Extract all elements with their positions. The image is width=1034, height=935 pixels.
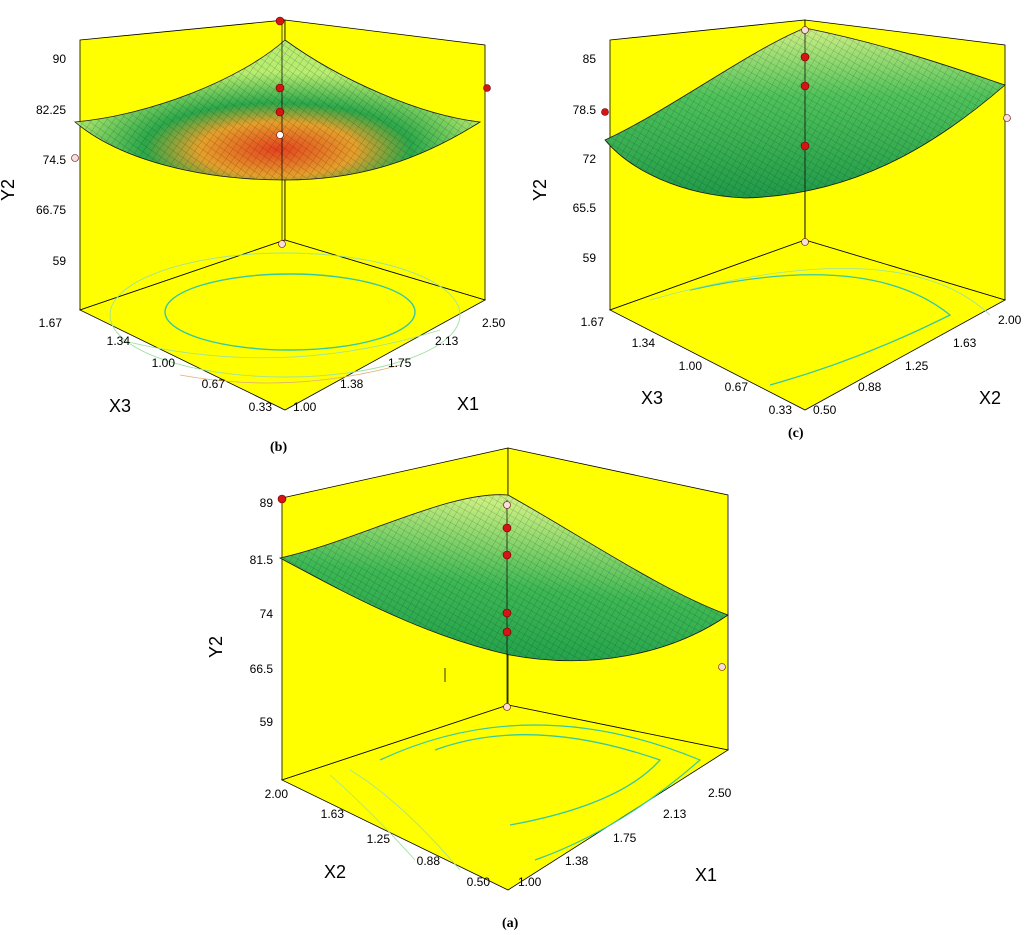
design-point (601, 108, 609, 116)
y-tick-label: 1.34 (107, 334, 131, 348)
design-point (503, 501, 511, 509)
design-point (276, 131, 284, 139)
design-point-below (1003, 114, 1011, 122)
y-axis-label: X3 (641, 388, 663, 408)
surface-plot-a-svg: 89 81.5 74 66.5 59 Y2 2.00 1.63 1.25 0.8… (206, 447, 732, 891)
y-tick-label: 1.25 (367, 832, 391, 846)
contour-line (434, 734, 662, 826)
x-tick-label: 2.00 (998, 313, 1022, 327)
z-tick-label: 59 (53, 254, 67, 268)
surface-plot-b: 90 82.25 74.5 66.75 59 Y2 1.67 1.34 1.00… (0, 0, 520, 470)
design-point (801, 26, 809, 34)
z-tick-label: 72 (583, 152, 597, 166)
y-tick-label: 1.63 (321, 807, 345, 821)
design-point (275, 16, 285, 26)
surface-plot-c: 85 78.5 72 65.5 59 Y2 1.67 1.34 1.00 0.6… (530, 0, 1034, 470)
surface-plot-a: 89 81.5 74 66.5 59 Y2 2.00 1.63 1.25 0.8… (200, 440, 760, 935)
y-tick-label: 2.00 (265, 787, 289, 801)
z-tick-label: 59 (260, 715, 274, 729)
design-point-below (801, 238, 809, 246)
z-tick-label: 59 (583, 251, 597, 265)
surface-plot-c-svg: 85 78.5 72 65.5 59 Y2 1.67 1.34 1.00 0.6… (530, 19, 1022, 417)
y-axis-label: X2 (324, 862, 346, 882)
x-axis-label: X1 (695, 865, 717, 885)
design-point (277, 494, 287, 504)
contour-line (119, 329, 441, 359)
z-tick-label: 82.25 (36, 103, 66, 117)
y-tick-label: 1.34 (632, 336, 656, 350)
x-tick-label: 0.50 (813, 403, 837, 417)
contour-line (164, 273, 416, 351)
contour-line (179, 364, 401, 384)
x-tick-label: 2.13 (435, 334, 459, 348)
y-axis-label: X3 (109, 396, 131, 416)
z-tick-label: 89 (260, 496, 274, 510)
y-tick-label: 0.50 (467, 875, 491, 889)
y-tick-label: 1.00 (679, 359, 703, 373)
x-tick-label: 2.13 (663, 807, 687, 821)
y-tick-label: 1.00 (152, 356, 176, 370)
caption-b: (b) (270, 440, 288, 455)
x-axis-label: X2 (979, 388, 1001, 408)
y-tick-label: 0.67 (202, 377, 226, 391)
y-tick-label: 0.33 (249, 400, 273, 414)
contour-line (329, 774, 416, 861)
contour-line (689, 274, 952, 386)
design-point (502, 608, 512, 618)
z-tick-label: 66.75 (36, 203, 66, 217)
x-tick-label: 2.50 (482, 316, 506, 330)
y-tick-label: 0.33 (769, 403, 793, 417)
x-tick-label: 1.38 (565, 854, 589, 868)
x-tick-label: 2.50 (708, 786, 732, 800)
floor (280, 704, 730, 891)
z-tick-label: 90 (53, 52, 67, 66)
surface-plot-b-svg: 90 82.25 74.5 66.75 59 Y2 1.67 1.34 1.00… (0, 16, 506, 416)
design-point-below (503, 703, 511, 711)
x-tick-label: 1.63 (953, 336, 977, 350)
design-point (275, 107, 285, 117)
x-axis-label: X1 (457, 394, 479, 414)
z-tick-label: 74 (260, 607, 274, 621)
contour-line (379, 724, 702, 861)
design-point (502, 523, 512, 533)
x-tick-label: 1.25 (905, 359, 929, 373)
contour-line (649, 267, 991, 316)
y-tick-label: 0.67 (725, 380, 749, 394)
design-point-below (71, 154, 79, 162)
floor (608, 239, 1007, 411)
z-tick-label: 66.5 (250, 662, 274, 676)
z-tick-label: 81.5 (250, 553, 274, 567)
z-axis-label: Y2 (206, 636, 226, 658)
design-point (800, 52, 810, 62)
contour-line (109, 252, 461, 378)
design-point-below (718, 663, 726, 671)
x-tick-label: 1.00 (293, 400, 317, 414)
design-point (800, 81, 810, 91)
design-point (502, 550, 512, 560)
contour-line (349, 769, 461, 871)
z-axis-label: Y2 (0, 179, 18, 201)
y-tick-label: 1.67 (581, 315, 605, 329)
design-point (800, 141, 810, 151)
x-tick-label: 1.00 (518, 875, 542, 889)
x-tick-label: 1.75 (388, 356, 412, 370)
z-tick-label: 78.5 (573, 103, 597, 117)
z-tick-label: 85 (583, 52, 597, 66)
y-tick-label: 0.88 (417, 854, 441, 868)
design-point (502, 627, 512, 637)
z-tick-label: 74.5 (43, 153, 67, 167)
z-tick-label: 65.5 (573, 201, 597, 215)
caption-a: (a) (502, 916, 519, 931)
design-point (483, 84, 491, 92)
x-tick-label: 0.88 (858, 380, 882, 394)
design-point (275, 83, 285, 93)
response-surface-mesh (280, 494, 728, 661)
x-tick-label: 1.75 (613, 831, 637, 845)
floor (78, 239, 487, 411)
x-tick-label: 1.38 (340, 377, 364, 391)
caption-c: (c) (788, 426, 804, 441)
design-point-below (278, 240, 286, 248)
y-tick-label: 1.67 (39, 316, 63, 330)
z-axis-label: Y2 (530, 179, 550, 201)
